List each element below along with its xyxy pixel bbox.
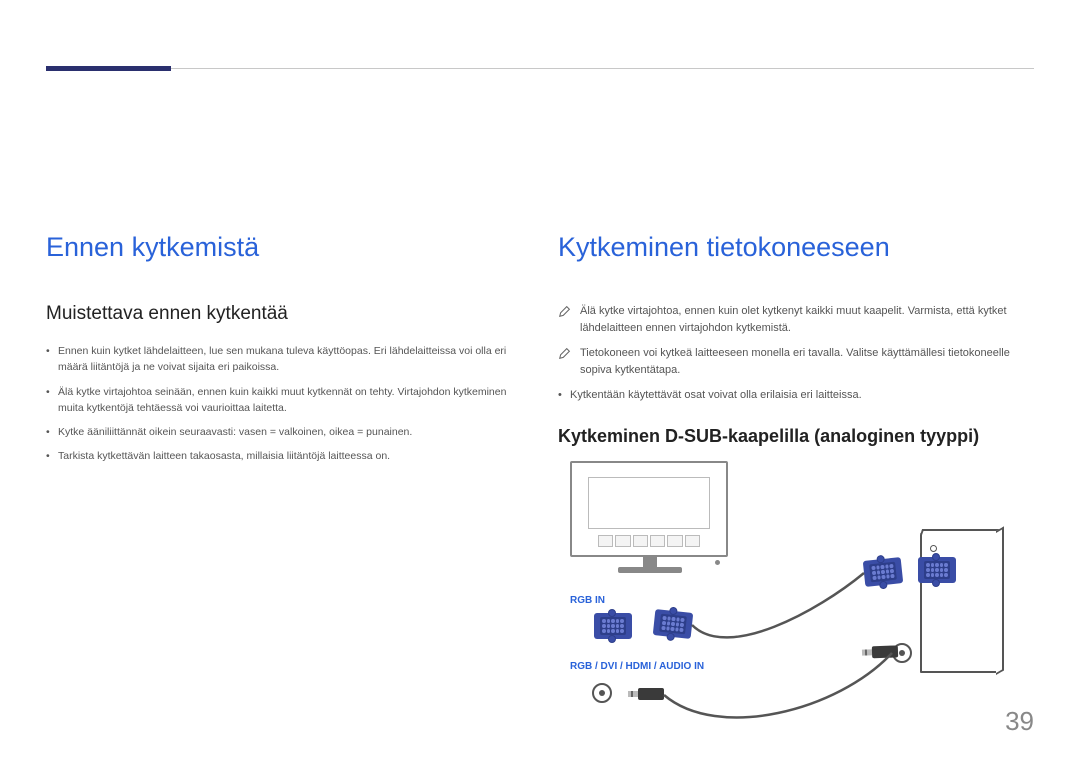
pencil-icon	[558, 304, 572, 318]
bullet-item: Kytke ääniliittännät oikein seuraavasti:…	[46, 424, 522, 440]
left-bullet-list: Ennen kuin kytket lähdelaitteen, lue sen…	[46, 343, 522, 465]
header-rule	[46, 68, 1034, 69]
bullet-item: Älä kytke virtajohtoa seinään, ennen kui…	[46, 384, 522, 417]
left-heading: Ennen kytkemistä	[46, 232, 522, 263]
bullet-item: Tarkista kytkettävän laitteen takaosasta…	[46, 448, 522, 464]
right-bullet: Kytkentään käytettävät osat voivat olla …	[558, 387, 1034, 404]
right-subheading: Kytkeminen D-SUB-kaapelilla (analoginen …	[558, 426, 1034, 447]
audio-cable	[558, 461, 998, 751]
connection-diagram: RGB IN RGB / DVI / HDMI / AUDIO IN	[558, 461, 998, 751]
note-text: Tietokoneen voi kytkeä laitteeseen monel…	[580, 345, 1034, 379]
note-text: Älä kytke virtajohtoa, ennen kuin olet k…	[580, 303, 1034, 337]
header-accent-bar	[46, 66, 171, 71]
page-number: 39	[1005, 706, 1034, 737]
bullet-item: Ennen kuin kytket lähdelaitteen, lue sen…	[46, 343, 522, 376]
right-column: Kytkeminen tietokoneeseen Älä kytke virt…	[558, 232, 1034, 751]
left-column: Ennen kytkemistä Muistettava ennen kytke…	[46, 232, 522, 751]
pencil-icon	[558, 346, 572, 360]
left-subheading: Muistettava ennen kytkentää	[46, 303, 522, 325]
right-heading: Kytkeminen tietokoneeseen	[558, 232, 1034, 263]
note-block: Älä kytke virtajohtoa, ennen kuin olet k…	[558, 303, 1034, 337]
note-block: Tietokoneen voi kytkeä laitteeseen monel…	[558, 345, 1034, 379]
page-content: Ennen kytkemistä Muistettava ennen kytke…	[46, 232, 1034, 751]
